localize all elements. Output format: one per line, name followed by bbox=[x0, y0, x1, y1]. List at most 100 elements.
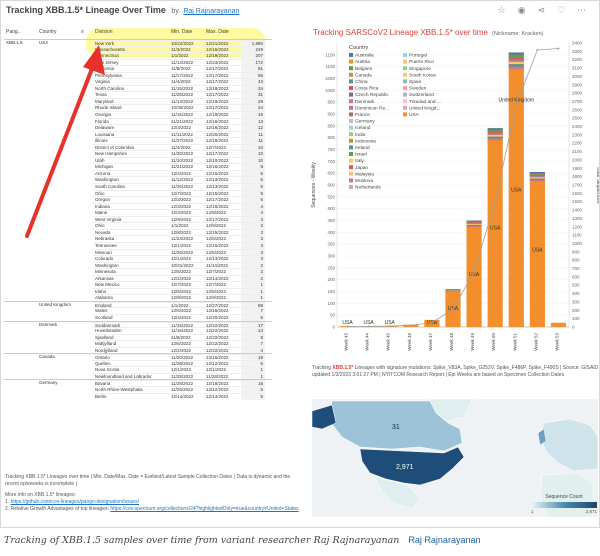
table-row[interactable]: Missouri 11/26/2022 12/5/2022 3 bbox=[4, 248, 272, 257]
table-row[interactable]: New Mexico 12/7/2022 12/7/2022 1 bbox=[4, 281, 272, 289]
cell-count: 7 bbox=[241, 340, 265, 348]
table-notes: Tracking XBB.1.5* Lineages over time | M… bbox=[5, 474, 305, 513]
canada-shape[interactable] bbox=[329, 400, 463, 452]
table-row[interactable]: New Hampshire 11/30/2022 12/17/2022 10 bbox=[4, 150, 272, 158]
star-icon[interactable]: ☆ bbox=[497, 5, 506, 15]
table-row[interactable]: Maine 12/3/2022 12/8/2022 4 bbox=[4, 209, 272, 217]
column-header-country[interactable]: Country bbox=[39, 29, 57, 35]
table-row[interactable]: Nebraska 11/23/2022 12/5/2022 3 bbox=[4, 235, 272, 243]
line-annotation: United Kingdom bbox=[498, 98, 534, 104]
table-row[interactable]: Utah 11/10/2022 12/10/2022 10 bbox=[4, 156, 272, 165]
table-row[interactable]: South Carolina 11/25/2022 12/13/2022 5 bbox=[4, 183, 272, 191]
legend-swatch bbox=[349, 145, 353, 150]
bar-data-label: USA bbox=[469, 272, 480, 278]
table-row[interactable]: Ohio 12/7/2022 12/15/2022 5 bbox=[4, 189, 272, 198]
table-row[interactable]: Rhode Island 10/30/2022 12/17/2022 24 bbox=[4, 104, 272, 113]
y2-tick-label: 2100 bbox=[572, 149, 583, 154]
pango-issues-link[interactable]: https://github.com/cov-lineages/pango-de… bbox=[10, 499, 139, 505]
table-row[interactable]: Texas 11/25/2022 12/17/2022 31 bbox=[4, 91, 272, 99]
caption-prefix: Tracking bbox=[312, 365, 331, 371]
table-row[interactable]: Maryland 11/13/2022 12/19/2022 29 bbox=[4, 97, 272, 106]
cell-count: 249 bbox=[241, 45, 265, 54]
cell-division: Georgia bbox=[93, 111, 171, 119]
column-header-pango[interactable]: Pang.. bbox=[6, 29, 21, 35]
table-row[interactable]: Wales 12/6/2022 12/16/2022 7 bbox=[4, 307, 272, 315]
table-row[interactable]: West Virginia 12/9/2022 12/17/2022 3 bbox=[4, 215, 272, 224]
world-map[interactable]: 31 2,971 bbox=[312, 399, 598, 517]
table-row[interactable]: Idaho 12/5/2022 12/5/2022 1 bbox=[4, 287, 272, 296]
cell-count: 88 bbox=[241, 301, 265, 310]
table-row[interactable]: Arizona 12/2/2022 12/15/2022 6 bbox=[4, 169, 272, 178]
heart-icon[interactable]: ♡ bbox=[557, 5, 566, 15]
table-row[interactable]: Illinois 11/27/2022 12/19/2022 11 bbox=[4, 137, 272, 145]
eye-icon[interactable]: ◉ bbox=[517, 5, 526, 15]
table-row[interactable]: Massachusetts 11/3/2022 12/16/2022 249 bbox=[4, 45, 272, 54]
filter-icon[interactable]: ⩧ bbox=[81, 29, 84, 35]
bottom-caption-author-link[interactable]: Raj Rajnarayanan bbox=[408, 535, 481, 545]
legend-swatch bbox=[403, 99, 407, 104]
table-row[interactable]: Florida 11/21/2022 12/16/2022 13 bbox=[4, 117, 272, 126]
table-row[interactable]: Nova Scotia 12/1/2022 12/1/2022 1 bbox=[4, 366, 272, 374]
y-tick-label: 1000 bbox=[325, 88, 336, 93]
table-row[interactable]: Ohio 1/1/2022 12/9/2022 3 bbox=[4, 222, 272, 230]
cell-count: 3 bbox=[241, 222, 265, 230]
column-header-max-date[interactable]: Max. Date bbox=[206, 29, 229, 35]
table-row[interactable]: United Kingdom England 1/1/2022 12/27/2022 8… bbox=[4, 300, 272, 310]
table-row[interactable]: Germany Bavaria 11/28/2022 12/18/2022 16 bbox=[4, 379, 272, 388]
uk-shape[interactable] bbox=[537, 428, 547, 446]
table-row[interactable]: Indiana 12/3/2022 12/16/2022 4 bbox=[4, 202, 272, 211]
table-row[interactable]: Nordjylland 12/2/2022 12/22/2022 4 bbox=[4, 346, 272, 355]
y2-tick-label: 2400 bbox=[572, 124, 583, 129]
table-row[interactable]: Denmark Syddanmark 11/15/2022 12/22/2022 17 bbox=[4, 320, 272, 330]
europe-shape[interactable] bbox=[539, 418, 598, 472]
table-row[interactable]: Oregon 12/3/2022 12/17/2022 5 bbox=[4, 196, 272, 204]
table-row[interactable]: Washington 10/31/2022 11/14/2022 2 bbox=[4, 261, 272, 270]
more-icon[interactable]: ⋯ bbox=[577, 5, 586, 15]
legend-label: Malaysia bbox=[355, 171, 374, 177]
table-row[interactable]: Midtjylland 12/6/2022 12/22/2022 7 bbox=[4, 340, 272, 348]
table-row[interactable]: Nevada 12/8/2022 12/15/2022 3 bbox=[4, 228, 272, 237]
y2-tick-label: 2300 bbox=[572, 132, 583, 137]
cell-division: Louisiana bbox=[93, 130, 171, 139]
column-header-min-date[interactable]: Min. Date bbox=[171, 29, 193, 35]
table-row[interactable]: Berlin 12/14/2022 12/14/2022 5 bbox=[4, 392, 272, 401]
table-row[interactable]: Scotland 12/4/2022 12/20/2022 5 bbox=[4, 313, 272, 322]
cell-division: Scotland bbox=[93, 313, 171, 322]
table-row[interactable]: Canada Ontario 11/20/2022 12/16/2022 19 bbox=[4, 353, 272, 362]
table-row[interactable]: Michigan 11/21/2022 12/16/2022 8 bbox=[4, 163, 272, 171]
table-row[interactable]: Arkansas 12/2/2022 12/14/2022 2 bbox=[4, 274, 272, 283]
author-link[interactable]: Raj Rajnarayanan bbox=[183, 8, 240, 15]
table-row[interactable]: Louisiana 11/11/2022 12/20/2022 11 bbox=[4, 130, 272, 139]
table-row[interactable]: Georgia 11/15/2022 12/18/2022 16 bbox=[4, 111, 272, 119]
table-row[interactable]: XBB.1.5 USA New York 10/22/2022 12/21/2022 1,… bbox=[4, 39, 272, 48]
table-row[interactable]: Pennsylvania 11/17/2022 12/17/2022 65 bbox=[4, 71, 272, 80]
usa-shape[interactable] bbox=[359, 446, 465, 486]
table-row[interactable]: Washington 11/12/2022 12/13/2022 6 bbox=[4, 176, 272, 185]
x-tick-label: Week 49 bbox=[470, 333, 475, 351]
notes-item1-prefix: 1. bbox=[5, 499, 10, 505]
table-row[interactable]: Connecticut 1/1/2022 12/19/2022 207 bbox=[4, 52, 272, 60]
table-row[interactable]: Colorado 12/1/2022 12/14/2022 3 bbox=[4, 255, 272, 263]
table-row[interactable]: Sjaelland 11/8/2022 12/22/2022 8 bbox=[4, 333, 272, 342]
table-row[interactable]: Minnesota 12/5/2022 12/7/2022 2 bbox=[4, 268, 272, 276]
cell-min-date: 11/8/2022 bbox=[171, 65, 206, 73]
table-row[interactable]: Delaware 12/3/2022 12/16/2022 12 bbox=[4, 124, 272, 132]
table-row[interactable]: Newfoundland and Labrador 11/28/2022 11/28… bbox=[4, 372, 272, 381]
table-row[interactable]: North Carolina 11/15/2022 12/18/2022 34 bbox=[4, 84, 272, 93]
cell-count: 16 bbox=[241, 380, 265, 388]
share-icon[interactable]: ⋖ bbox=[537, 5, 546, 15]
column-header-division[interactable]: Division bbox=[95, 29, 113, 35]
cov-spectrum-link[interactable]: https://cov-spectrum.org/collections/24?… bbox=[110, 506, 299, 512]
table-row[interactable]: North Rhine-Westphalia 11/25/2022 12/12/20… bbox=[4, 385, 272, 394]
alaska-shape[interactable] bbox=[312, 404, 337, 430]
table-row[interactable]: Alabama 12/9/2022 12/9/2022 1 bbox=[4, 294, 272, 302]
table-row[interactable]: Hovedstaden 11/16/2022 12/22/2022 14 bbox=[4, 327, 272, 335]
table-row[interactable]: Tennessee 12/1/2022 12/15/2022 3 bbox=[4, 241, 272, 250]
table-row[interactable]: New Jersey 11/14/2022 12/23/2022 172 bbox=[4, 58, 272, 67]
mexico-shape[interactable] bbox=[373, 476, 421, 510]
cell-division: Rhode Island bbox=[93, 104, 171, 112]
table-row[interactable]: Virginia 11/4/2022 12/17/2022 43 bbox=[4, 78, 272, 86]
table-row[interactable]: Quebec 11/28/2022 12/12/2022 6 bbox=[4, 359, 272, 368]
cell-division: Bavaria bbox=[93, 380, 171, 388]
table-row[interactable]: District of Columbia 11/4/2022 12/7/2022 10 bbox=[4, 143, 272, 152]
